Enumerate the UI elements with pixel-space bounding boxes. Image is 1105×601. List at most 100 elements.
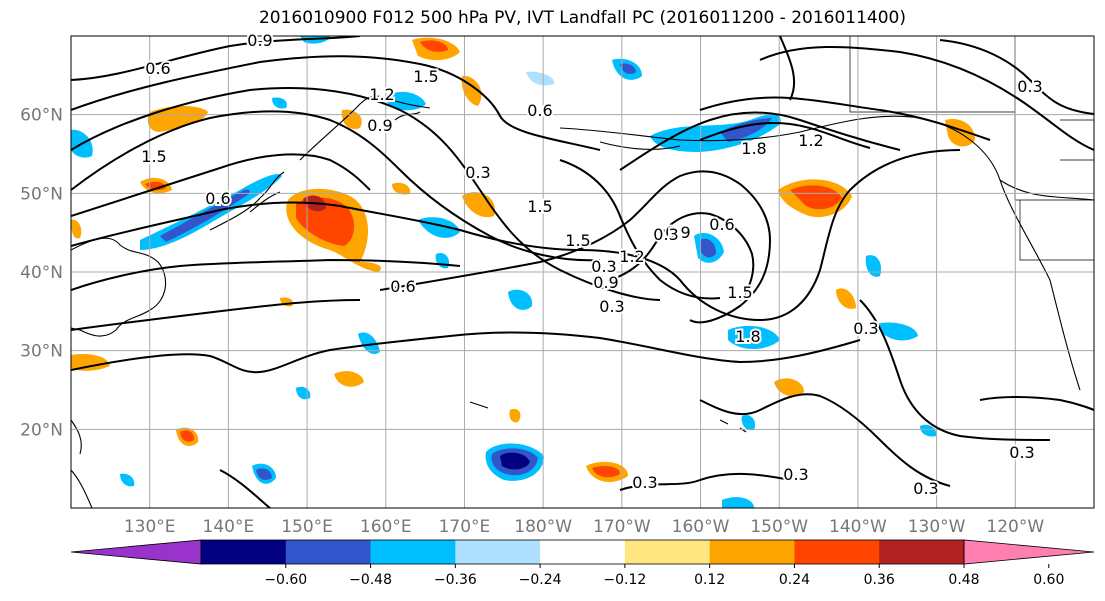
contour-line	[71, 87, 661, 301]
longitude-tick-label: 160°E	[360, 517, 412, 537]
coastlines	[71, 95, 1094, 508]
border-line	[1019, 200, 1094, 261]
colorbar-segment	[624, 540, 711, 564]
contour-line	[619, 111, 901, 171]
contour-label: 0.3	[465, 163, 490, 182]
contour-label: 0.3	[853, 319, 878, 338]
contour-label: 1.8	[741, 139, 766, 158]
contour-line	[979, 396, 1094, 411]
pv-negative-area	[728, 325, 780, 349]
contour-line	[699, 96, 991, 141]
contours	[71, 36, 1094, 508]
pv-negative-area	[435, 252, 450, 269]
pv-positive-area	[790, 185, 842, 210]
colorbar-outline	[200, 539, 965, 565]
longitude-tick-label: 130°E	[124, 517, 176, 537]
contour-label: 0.9	[367, 116, 392, 135]
colorbar-tick-label: 0.36	[864, 572, 895, 588]
contour-line	[759, 45, 1094, 151]
coastline	[999, 179, 1094, 201]
contour-line	[71, 149, 961, 322]
contour-label: 0.6	[205, 189, 230, 208]
colorbar-tick-label: 0.60	[1033, 572, 1064, 588]
contour-label: 0.3	[591, 257, 616, 276]
contour-label: 1.8	[735, 327, 760, 346]
contour-line	[71, 331, 861, 374]
latitude-labels: 20°N 30°N 40°N 50°N 60°N	[20, 106, 63, 441]
colorbar-tick-label: −0.12	[603, 572, 646, 588]
pv-negative-area	[876, 322, 918, 341]
colorbar-tick-label: −0.48	[349, 572, 392, 588]
colorbar-segment	[540, 540, 626, 564]
contour-label: 0.3	[913, 479, 938, 498]
coastline	[599, 141, 681, 151]
contour-line	[779, 36, 796, 101]
pv-positive-area	[71, 219, 82, 239]
contour-label: 1.5	[527, 197, 552, 216]
longitude-tick-label: 150°E	[281, 517, 333, 537]
contour-label: 1.2	[619, 247, 644, 266]
pv-positive-area	[71, 354, 110, 371]
latitude-tick-label: 50°N	[20, 184, 63, 204]
pv-positive-area	[509, 408, 521, 423]
pv-shading	[71, 36, 975, 508]
contour-label: 0.3	[632, 473, 657, 492]
coastline	[209, 171, 285, 231]
contour-label: 0.9	[247, 31, 272, 50]
longitude-labels: 130°E 140°E 150°E 160°E 170°E 180°W 170°W 160°W…	[124, 517, 1045, 537]
contour-line	[699, 121, 871, 149]
contour-line	[559, 159, 721, 300]
map-frame	[70, 35, 1095, 509]
colorbar	[70, 539, 1095, 568]
pv-positive-area	[592, 466, 620, 478]
contour-label: 0.3	[599, 297, 624, 316]
pv-negative-area	[722, 497, 754, 508]
pv-positive-area	[420, 40, 448, 52]
gridlines	[71, 36, 1094, 508]
colorbar-extend-low	[70, 539, 202, 565]
pv-positive-area	[836, 288, 856, 309]
border-line	[849, 36, 1016, 113]
colorbar-tick-label: 0.48	[948, 572, 979, 588]
colorbar-tick-label: −0.24	[519, 572, 562, 588]
contour-label: 0.6	[527, 101, 552, 120]
contour-label: 1.5	[565, 231, 590, 250]
coastline	[71, 419, 82, 455]
colorbar-segment	[794, 540, 880, 564]
colorbar-tick-label: −0.36	[434, 572, 477, 588]
latitude-tick-label: 40°N	[20, 263, 63, 283]
map-title: 2016010900 F012 500 hPa PV, IVT Landfall…	[258, 8, 906, 28]
contour-label: 1.5	[727, 283, 752, 302]
colorbar-segment	[370, 540, 456, 564]
contour-label: 0.3	[783, 465, 808, 484]
contour-line	[699, 393, 951, 487]
longitude-tick-label: 140°W	[829, 517, 887, 537]
colorbar-segment	[285, 540, 372, 564]
contour-label: 0.9	[593, 273, 618, 292]
border-line	[1060, 119, 1094, 161]
colorbar-tick-label: 0.24	[779, 572, 810, 588]
pv-negative-area	[865, 255, 882, 277]
colorbar-tick-labels: −0.60 −0.48 −0.36 −0.24 −0.12 0.12 0.24 0.36 0.4…	[264, 572, 1064, 588]
contour-line	[71, 153, 371, 217]
pv-negative-area	[296, 386, 311, 400]
pv-negative-area	[272, 97, 287, 109]
pv-positive-area	[180, 430, 195, 442]
contour-line	[859, 299, 1051, 441]
pv-negative-area	[620, 63, 636, 74]
pv-negative-area	[120, 473, 135, 487]
coastline	[71, 469, 93, 508]
longitude-tick-label: 170°W	[593, 517, 651, 537]
pv-negative-area	[160, 189, 250, 242]
latitude-tick-label: 30°N	[20, 342, 63, 362]
contour-label: 1.2	[798, 131, 823, 150]
contour-line	[71, 36, 361, 81]
contour-label: 0.3	[1017, 77, 1042, 96]
political-borders	[849, 36, 1094, 261]
colorbar-segment	[455, 540, 541, 564]
longitude-tick-label: 120°W	[986, 517, 1044, 537]
colorbar-segment	[709, 540, 795, 564]
colorbar-segment	[201, 540, 287, 564]
longitude-tick-label: 130°W	[908, 517, 966, 537]
latitude-tick-label: 20°N	[20, 420, 63, 440]
